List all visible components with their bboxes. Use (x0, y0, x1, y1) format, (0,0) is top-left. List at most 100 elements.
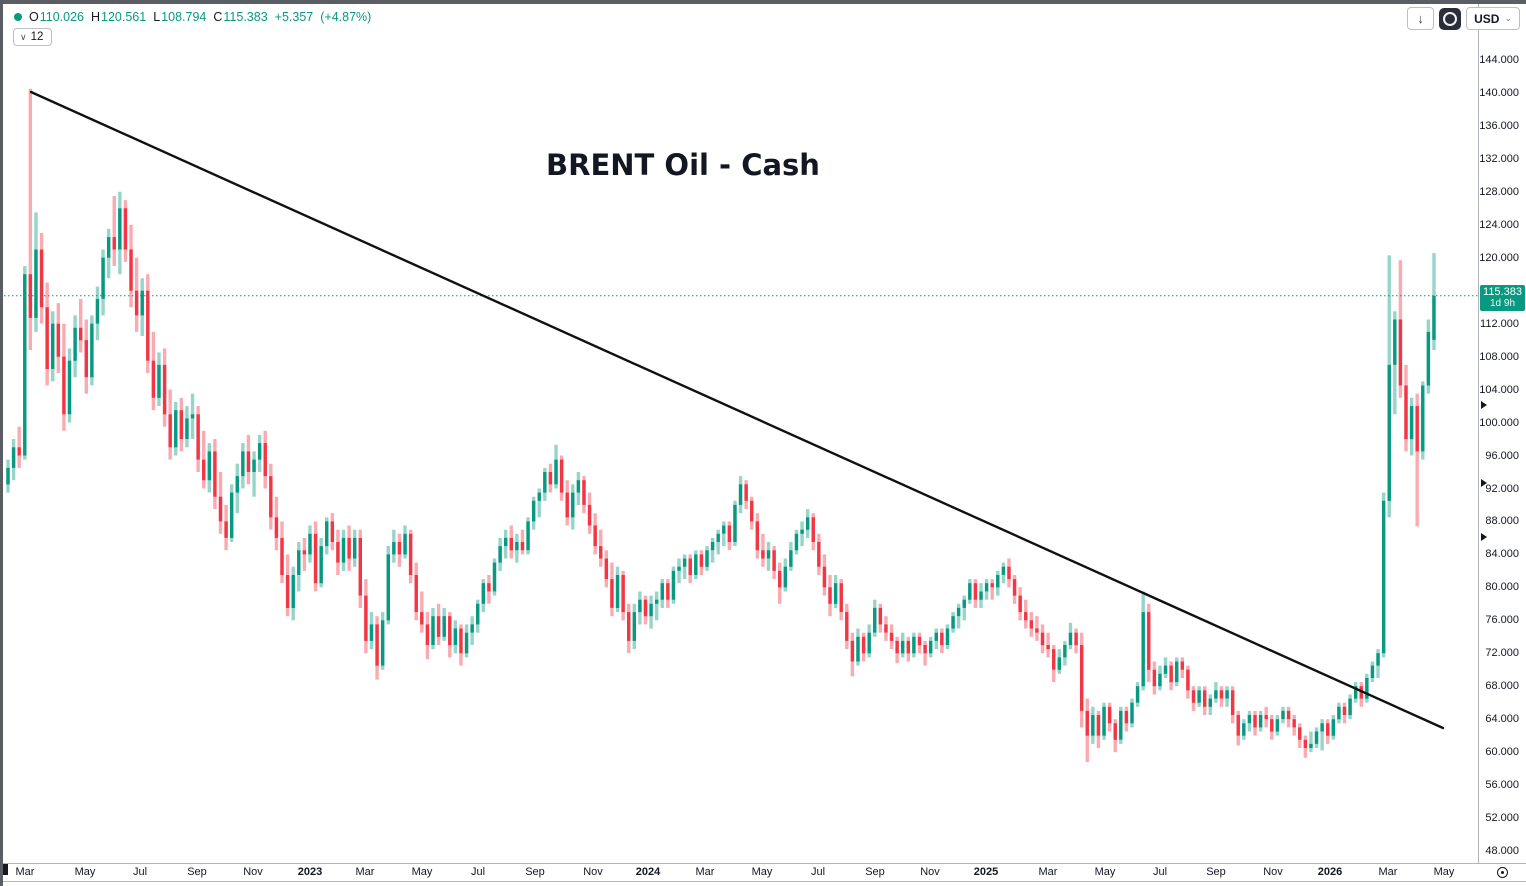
axis-settings-corner[interactable] (1478, 863, 1526, 882)
candle-body (1298, 727, 1302, 740)
price-tick: 100.000 (1479, 416, 1519, 429)
candle-body (794, 533, 799, 551)
candle-body (23, 274, 27, 456)
candle-body (464, 632, 469, 654)
candle-body (1314, 731, 1319, 744)
candle-range (112, 196, 116, 266)
candle-body (420, 612, 424, 625)
candle-body (330, 521, 335, 542)
candle-body (1225, 690, 1229, 699)
candle-body (470, 624, 474, 633)
candle-body (1370, 665, 1375, 678)
candle-body (789, 550, 793, 567)
candle-body (1169, 665, 1173, 683)
trendline-drawing[interactable] (29, 90, 1445, 730)
year-label: 2023 (297, 866, 323, 878)
candle-body (1264, 715, 1268, 720)
chevron-down-icon: ⌄ (1504, 13, 1512, 23)
candle-range (28, 88, 33, 351)
price-tick: 84.000 (1485, 548, 1519, 561)
candle-body (157, 364, 161, 398)
interval-label: 12 (30, 31, 44, 43)
candle-body (375, 624, 379, 666)
candle-body (531, 500, 536, 522)
candle-body (710, 542, 715, 551)
candle-body (106, 237, 111, 258)
arrow-down-button[interactable]: ↓ (1407, 7, 1435, 30)
candle-body (319, 546, 323, 584)
candle-body (325, 521, 329, 547)
candlestick-chart[interactable] (0, 0, 1478, 863)
candle-body (761, 550, 765, 559)
candle-body (889, 632, 894, 641)
candle-body (1247, 715, 1252, 724)
candle-body (833, 583, 838, 604)
candle-body (928, 640, 933, 654)
candle-body (207, 451, 212, 481)
price-tick: 112.000 (1480, 317, 1519, 330)
candle-body (604, 558, 609, 580)
candle-body (649, 603, 653, 617)
candle-body (269, 476, 273, 518)
month-label: Jul (810, 866, 826, 878)
series-marker-icon[interactable] (14, 13, 22, 21)
candle-body (487, 583, 491, 592)
candle-body (1281, 710, 1285, 720)
candle-body (509, 537, 513, 551)
month-label: Nov (1263, 866, 1283, 878)
candle-body (185, 418, 189, 439)
candle-body (727, 525, 732, 542)
candle-body (901, 640, 905, 654)
price-tick: 144.000 (1479, 54, 1519, 66)
candle-range (710, 537, 715, 563)
candle-body (705, 550, 709, 567)
candle-body (694, 554, 698, 575)
candle-body (1141, 612, 1145, 687)
mode-toggle-button[interactable] (1439, 7, 1462, 30)
candle-body (1365, 678, 1369, 699)
candle-range (923, 640, 927, 666)
candle-body (459, 628, 463, 654)
candle-body (750, 500, 754, 522)
candle-body (1057, 657, 1061, 670)
price-axis[interactable]: 115.383 1d 9h 144.000 140.000 136.000 132.0… (1478, 0, 1526, 863)
price-tick: 132.000 (1479, 152, 1519, 165)
candle-body (1432, 295, 1436, 340)
candle-body (1393, 319, 1397, 365)
price-marker-icon[interactable] (1481, 533, 1487, 542)
candle-body (1085, 710, 1089, 736)
price-tick: 96.000 (1485, 449, 1519, 462)
candle-body (73, 327, 77, 361)
change-percent-value: (+4.87%) (320, 10, 372, 24)
time-axis[interactable]: Mar May Jul Sep Nov 2023 Mar May Jul Sep Nov 2024 Ma… (0, 863, 1478, 882)
candle-body (101, 257, 105, 299)
candle-body (1331, 719, 1335, 736)
candle-body (397, 542, 402, 555)
candle-body (1130, 702, 1134, 724)
candle-body (772, 550, 776, 571)
candle-body (297, 550, 301, 575)
toolbar-fragment (0, 864, 8, 875)
candle-range (302, 537, 307, 571)
candle-body (1230, 690, 1235, 715)
chart-pane[interactable]: BRENT Oil - Cash O 110.026 H 120.561 L 108.… (0, 0, 1478, 863)
candle-body (643, 599, 648, 617)
candle-body (190, 414, 195, 419)
price-marker-icon[interactable] (1481, 478, 1487, 487)
candle-body (627, 612, 631, 641)
candle-body (1147, 612, 1151, 670)
candle-body (380, 620, 385, 666)
candle-body (1186, 669, 1190, 691)
candle-body (733, 504, 737, 542)
interval-button[interactable]: ∨ 12 (13, 28, 53, 46)
price-marker-icon[interactable] (1481, 401, 1487, 410)
candle-body (1052, 649, 1056, 670)
candle-body (638, 599, 642, 613)
candle-body (783, 566, 787, 588)
currency-dropdown[interactable]: USD ⌄ (1466, 7, 1520, 30)
candle-range (716, 529, 720, 555)
price-tick: 108.000 (1479, 350, 1519, 363)
candle-body (682, 558, 687, 567)
candle-body (291, 575, 295, 608)
candle-body (1012, 579, 1017, 596)
